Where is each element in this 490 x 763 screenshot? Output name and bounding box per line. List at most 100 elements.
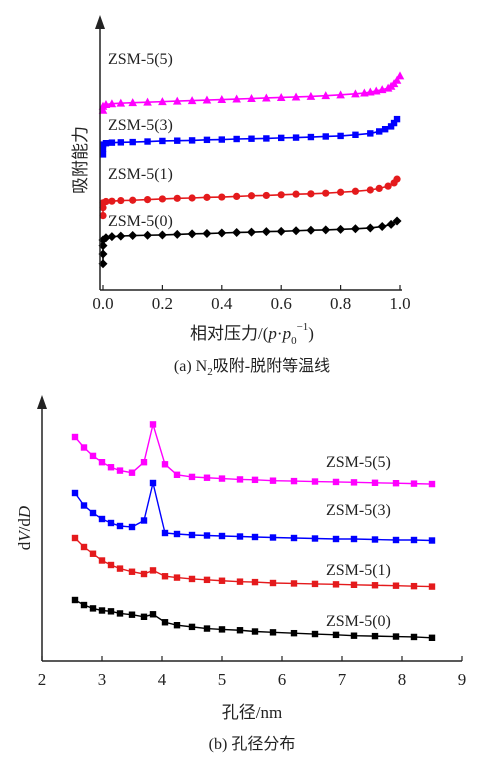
panel-a-data-point [217,95,227,104]
panel-b-data-point [236,476,244,483]
panel-b-data-point [173,574,181,581]
panel-a-data-point [101,233,111,243]
panel-b-x-tick-label: 3 [98,670,107,689]
panel-a-data-point [367,130,374,137]
panel-b-data-point [89,605,97,612]
panel-b-data-point [128,568,136,575]
panel-b-data-point [218,577,226,584]
panel-b-series-3 [71,421,436,488]
panel-a-data-point [336,224,346,234]
panel-a-data-point [116,231,126,241]
panel-a-data-point [102,197,110,206]
panel-a-data-point [202,95,212,104]
panel-a-data-point [377,222,387,232]
panel-a-data-point [390,119,398,127]
panel-b-data-point [269,629,277,636]
panel-a-data-point [101,99,111,108]
panel-a-data-point [321,225,331,235]
panel-b-data-point [161,573,169,580]
panel-b-data-point [161,529,169,537]
panel-b-series-label: ZSM-5(0) [326,613,391,630]
panel-b-data-point [80,444,88,451]
panel-b-data-point [128,523,136,531]
panel-a-x-tick-label: 0.2 [152,294,173,313]
panel-a-caption: (a) N2吸附-脱附等温线 [174,357,330,378]
panel-b-data-point [140,459,148,466]
panel-b-x-tick-label: 7 [338,670,347,689]
panel-a-y-axis-title: 吸附能力 [71,126,90,194]
panel-b-data-point [371,536,379,543]
panel-a-data-point [392,216,402,226]
panel-b-data-point [71,534,79,542]
panel-b-data-point [236,627,244,634]
panel-a-data-point [395,71,405,80]
panel-a-data-point [336,90,345,99]
panel-b-data-point [290,477,298,485]
panel-b-data-point [371,632,379,640]
panel-b-data-point [188,623,196,631]
panel-a-series-1 [99,175,401,220]
panel-b-data-point [128,469,136,476]
panel-b-x-tick-label: 2 [38,670,47,689]
panel-a-series-label: ZSM-5(5) [108,51,173,68]
panel-b-data-point [128,611,136,618]
panel-b-data-point [203,576,211,584]
panel-a-data-point [322,133,329,140]
panel-b-series-0 [71,596,436,641]
panel-b-data-point [140,570,148,578]
panel-a-x-ticks: 0.0 0.2 0.4 0.6 0.8 1.0 [92,285,411,313]
panel-a-series-2 [99,115,401,158]
panel-b-data-point [161,461,169,468]
panel-b-data-point [218,532,226,540]
panel-b-x-axis-title: 孔径/nm [222,703,282,722]
panel-b-x-tick-label: 5 [218,670,227,689]
panel-b-data-point [251,628,259,635]
panel-b-data-point [311,580,319,588]
panel-b-data-point [236,533,244,540]
panel-b-data-point [188,473,196,481]
panel-a-data-point [306,91,316,100]
panel-a-data-point [117,139,125,146]
panel-a-data-point [351,187,360,195]
panel-b-data-point [428,634,436,641]
panel-a-data-point [187,96,197,105]
panel-b-data-point [80,601,88,609]
panel-b-data-point [89,452,97,460]
panel-a-data-point [128,98,137,107]
panel-a-series-label: ZSM-5(0) [108,213,173,230]
panel-b-data-point [107,464,115,471]
panel-b-data-point [140,517,148,524]
panel-b-data-point [350,581,358,588]
panel-a: 0.0 0.2 0.4 0.6 0.8 1.0 ZSM-5(0)ZSM-5(1)ZSM-5… [71,15,411,378]
panel-a-data-point [218,193,226,201]
panel-a-data-point [107,232,117,242]
panel-b-y-axis-title: dV/dD [15,505,34,550]
panel-a-data-point [128,231,138,241]
panel-b-series-labels: ZSM-5(0) ZSM-5(1) ZSM-5(3) ZSM-5(5) [326,454,391,630]
panel-b-data-point [89,509,97,517]
panel-a-data-point [232,94,241,103]
panel-b-data-point [290,534,298,542]
panel-b-data-point [311,535,319,542]
panel-a-data-point [159,137,166,145]
panel-b-data-point [332,535,340,543]
panel-b-caption: (b) 孔径分布 [209,735,296,753]
panel-b-data-point [428,583,436,590]
panel-b-data-point [350,479,358,486]
panel-a-data-point [393,115,401,123]
panel-b-data-point [80,543,88,551]
panel-a-data-point [393,175,401,183]
panel-b-data-point [290,580,298,587]
panel-b-series-1 [71,534,436,590]
panel-a-data-point [108,139,116,146]
panel-b-data-point [236,578,244,585]
panel-b-data-point [371,479,379,486]
panel-a-data-point [173,194,181,202]
panel-a-data-point [292,134,300,141]
panel-a-data-point [247,227,256,237]
panel-b-data-point [80,502,88,509]
panel-a-data-point [158,195,166,203]
panel-a-data-point [321,91,331,100]
panel-b-x-tick-label: 4 [158,670,167,689]
